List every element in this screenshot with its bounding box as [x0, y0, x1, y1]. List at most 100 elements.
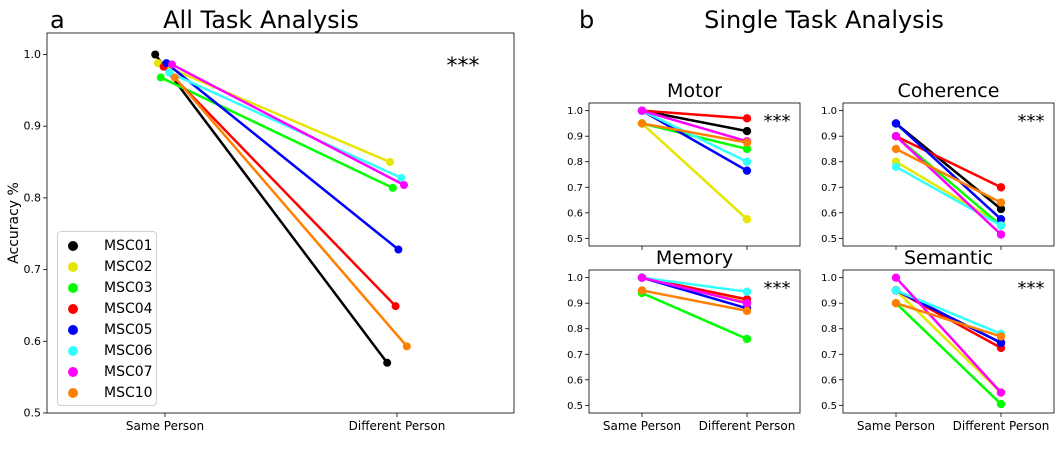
- y-tick-label: 0.7: [567, 183, 583, 194]
- data-point-msc02: [742, 214, 752, 224]
- series-line-msc05: [641, 109, 748, 172]
- legend-marker: [68, 261, 78, 272]
- y-tick-label: 0.8: [821, 324, 837, 335]
- series-line-msc07: [895, 276, 1002, 394]
- series-line-msc10: [641, 122, 748, 144]
- panel-title: Coherence: [898, 80, 1000, 102]
- legend-item: MSC06: [68, 340, 156, 361]
- series-line-msc01: [641, 109, 748, 133]
- data-point-msc02: [386, 158, 394, 167]
- series-line-msc04: [641, 109, 748, 120]
- y-tick-label: 0.9: [821, 132, 837, 143]
- legend-marker: [68, 366, 78, 377]
- data-point-msc06: [165, 68, 174, 77]
- panel-title: Memory: [656, 247, 733, 269]
- y-tick-label: 0.7: [24, 263, 42, 276]
- y-tick-label: 0.8: [567, 157, 583, 168]
- data-point-msc01: [151, 50, 160, 59]
- y-tick-label: 0.6: [567, 375, 583, 386]
- data-point-msc06: [996, 221, 1006, 230]
- y-tick-label: 0.5: [24, 407, 42, 420]
- x-tick-label: Same Person: [126, 419, 204, 433]
- y-tick-label: 0.8: [821, 157, 837, 168]
- legend-label: MSC01: [104, 237, 153, 254]
- series-line-msc02: [157, 61, 391, 164]
- series-line-msc03: [641, 291, 748, 341]
- y-tick-label: 1.0: [821, 273, 837, 284]
- data-point-msc10: [170, 73, 179, 82]
- legend-item: MSC01: [68, 235, 156, 256]
- legend-item: MSC07: [68, 361, 156, 382]
- y-tick-label: 1.0: [24, 48, 42, 61]
- y-tick-label: 0.7: [567, 350, 583, 361]
- series-line-msc04: [162, 65, 397, 308]
- data-point-msc10: [996, 332, 1006, 341]
- data-point-msc07: [996, 230, 1006, 239]
- series-line-msc02: [641, 122, 748, 221]
- series-line-msc05: [895, 122, 1002, 221]
- series-line-msc06: [168, 71, 402, 179]
- data-point-msc05: [996, 214, 1006, 224]
- legend-marker: [68, 240, 78, 251]
- data-point-msc05: [742, 166, 752, 175]
- series-line-msc07: [171, 63, 405, 187]
- data-point-msc03: [742, 334, 752, 344]
- data-point-msc10: [891, 144, 901, 154]
- series-line-msc10: [173, 76, 408, 348]
- y-tick-label: 1.0: [567, 106, 583, 117]
- series-line-msc06: [641, 109, 748, 163]
- significance-stars: ***: [447, 54, 480, 79]
- chart-coherence: 0.5 0.6 0.7 0.8 0.9 1.0 Coherence ***: [821, 80, 1055, 250]
- data-point-msc07: [742, 298, 752, 308]
- data-point-msc07: [637, 106, 647, 115]
- series-line-msc10: [895, 147, 1002, 204]
- panel-letter-b: b: [579, 6, 594, 34]
- legend-label: MSC06: [104, 342, 153, 359]
- data-point-msc01: [383, 358, 392, 367]
- section-title-left: All Task Analysis: [163, 6, 359, 34]
- series-line-msc04: [895, 135, 1002, 189]
- y-tick-label: 0.6: [821, 208, 837, 219]
- x-tick-label: Different Person: [349, 419, 446, 433]
- data-point-msc10: [742, 306, 752, 316]
- significance-stars: ***: [764, 278, 791, 299]
- data-point-msc06: [742, 157, 752, 166]
- panel-title: Semantic: [904, 247, 993, 269]
- data-point-msc07: [637, 273, 647, 282]
- legend-label: MSC03: [104, 279, 153, 296]
- legend-marker: [68, 345, 78, 356]
- x-tick-label: Same Person: [857, 419, 935, 433]
- data-point-msc05: [996, 338, 1006, 347]
- y-tick-label: 0.6: [24, 335, 42, 348]
- data-point-msc10: [891, 298, 901, 308]
- y-tick-label: 0.6: [821, 375, 837, 386]
- data-point-msc06: [891, 286, 901, 295]
- chart-panels: 0.5 0.6 0.7 0.8 0.9 1.0 Same Person Different P…: [6, 32, 1055, 433]
- chart-semantic: 0.5 0.6 0.7 0.8 0.9 1.0 Same Person Different P…: [821, 247, 1055, 433]
- series-line-msc01: [154, 53, 389, 364]
- legend-item: MSC05: [68, 319, 156, 340]
- series-line-msc03: [895, 302, 1002, 405]
- y-tick-label: 0.5: [567, 401, 583, 412]
- y-tick-label: 0.9: [567, 132, 583, 143]
- y-tick-label: 0.6: [567, 208, 583, 219]
- data-point-msc10: [402, 342, 411, 351]
- series-line-msc07: [641, 276, 748, 305]
- data-point-msc03: [996, 399, 1006, 409]
- chart-memory: 0.5 0.6 0.7 0.8 0.9 1.0 Same Person Different P…: [567, 247, 801, 433]
- significance-stars: ***: [1018, 278, 1045, 299]
- data-point-msc03: [156, 73, 165, 82]
- y-tick-label: 1.0: [821, 106, 837, 117]
- y-tick-label: 0.9: [24, 120, 42, 133]
- y-tick-label: 0.8: [567, 324, 583, 335]
- legend: MSC01 MSC02 MSC03 MSC04 MSC05 MSC06 MSC0…: [57, 231, 157, 406]
- legend-item: MSC10: [68, 382, 156, 403]
- series-line-msc05: [165, 62, 400, 251]
- data-point-msc10: [742, 138, 752, 147]
- legend-marker: [68, 282, 78, 293]
- data-point-msc04: [742, 114, 752, 123]
- data-point-msc07: [891, 131, 901, 141]
- data-point-msc03: [742, 144, 752, 154]
- series-line-msc02: [895, 160, 1002, 226]
